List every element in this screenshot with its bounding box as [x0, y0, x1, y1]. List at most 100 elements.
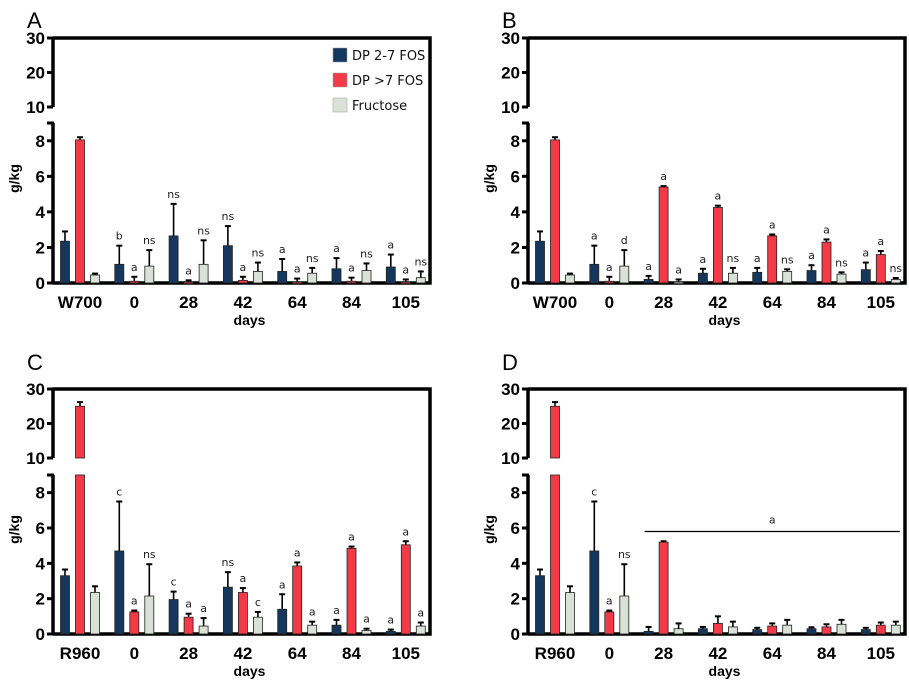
y-axis-label: g/kg — [481, 515, 497, 544]
x-axis-label: days — [234, 312, 266, 328]
significance-label: ns — [889, 262, 902, 275]
plot-frame — [528, 387, 907, 636]
x-tick-label: 105 — [392, 644, 420, 663]
bar — [550, 139, 560, 284]
bar — [75, 139, 85, 284]
y-tick-label: 20 — [26, 64, 45, 83]
bar — [589, 550, 600, 635]
bar — [292, 565, 303, 635]
y-tick-label: 30 — [501, 29, 520, 48]
panel-letter: A — [27, 8, 42, 33]
bar — [346, 280, 357, 284]
y-tick-label: 8 — [36, 484, 45, 503]
y-tick-label: 0 — [36, 625, 45, 644]
significance-label: a — [660, 170, 667, 183]
significance-label: a — [240, 572, 247, 585]
y-tick-label: 6 — [36, 519, 45, 538]
x-tick-label: 0 — [605, 293, 614, 312]
bar — [90, 592, 100, 635]
y-tick-label: 6 — [511, 167, 520, 186]
bar — [713, 623, 723, 635]
panel-c: C 10 20 30 0 2 4 6 8 g/kg days R960 0 28 42 64 84 105 c c ns… — [6, 350, 432, 679]
bar — [673, 281, 684, 285]
bar — [782, 624, 793, 635]
y-tick-label: 0 — [511, 625, 520, 644]
significance-label: a — [754, 252, 761, 265]
bar — [821, 626, 832, 635]
bar — [658, 186, 669, 284]
bar — [415, 277, 426, 284]
bar — [361, 270, 372, 284]
significance-label: ns — [222, 210, 235, 223]
significance-label: c — [591, 486, 597, 499]
significance-label: ns — [197, 224, 210, 237]
x-axis-label: days — [709, 312, 741, 328]
significance-label: a — [823, 223, 830, 236]
y-axis-label: g/kg — [481, 164, 497, 193]
significance-label: a — [294, 263, 301, 276]
bar — [307, 624, 318, 635]
bar — [129, 280, 140, 284]
x-tick-label: 64 — [288, 644, 307, 663]
significance-label: ns — [781, 253, 794, 266]
bar — [400, 281, 411, 285]
significance-label: ns — [143, 548, 156, 561]
significance-label: a — [200, 602, 207, 615]
x-tick-label: W700 — [58, 293, 102, 312]
significance-label: a — [279, 578, 286, 591]
bar — [890, 624, 901, 635]
y-tick-label: 10 — [501, 449, 520, 468]
significance-label: a — [700, 253, 707, 266]
bar — [277, 271, 288, 284]
significance-label: ns — [727, 252, 740, 265]
significance-label: a — [715, 190, 722, 203]
significance-label: a — [333, 242, 340, 255]
bar — [836, 623, 847, 635]
x-tick-label: 64 — [288, 293, 307, 312]
panel-letter: C — [27, 350, 43, 375]
bar — [806, 628, 817, 635]
x-tick-label: 64 — [763, 293, 782, 312]
bar — [198, 625, 209, 635]
y-tick-label: 4 — [36, 554, 46, 573]
bar — [198, 263, 209, 284]
bar — [129, 611, 140, 635]
significance-label: a — [387, 239, 394, 252]
significance-label: ns — [414, 255, 427, 268]
bar — [619, 595, 630, 635]
bar — [183, 616, 194, 635]
bar — [728, 626, 738, 635]
y-tick-label: 4 — [511, 554, 521, 573]
bar — [385, 630, 396, 635]
x-tick-label: 105 — [392, 293, 420, 312]
significance-label: a — [131, 595, 138, 608]
significance-label: a — [279, 243, 286, 256]
significance-label: ns — [618, 548, 631, 561]
bar — [875, 624, 886, 635]
bar — [565, 592, 575, 635]
x-tick-label: 84 — [342, 293, 361, 312]
bar — [589, 263, 600, 284]
bar — [237, 279, 248, 284]
bar — [144, 595, 155, 635]
x-axis-label: days — [709, 663, 741, 679]
significance-label: a — [417, 607, 424, 620]
x-tick-label: 84 — [817, 293, 836, 312]
significance-label: ns — [835, 256, 848, 269]
x-tick-label: 105 — [867, 644, 895, 663]
bar — [331, 268, 342, 284]
bar — [535, 240, 545, 284]
bar — [222, 586, 233, 635]
y-tick-label: 0 — [511, 274, 520, 293]
y-tick-label: 4 — [36, 203, 46, 222]
bar — [90, 274, 100, 284]
bar — [60, 240, 70, 284]
x-tick-label: 28 — [654, 644, 673, 663]
significance-label: a — [309, 606, 316, 619]
significance-label: c — [116, 486, 122, 499]
y-tick-label: 4 — [511, 203, 521, 222]
x-tick-label: 28 — [654, 293, 673, 312]
x-tick-label: 84 — [342, 644, 361, 663]
x-tick-label: 0 — [605, 644, 614, 663]
